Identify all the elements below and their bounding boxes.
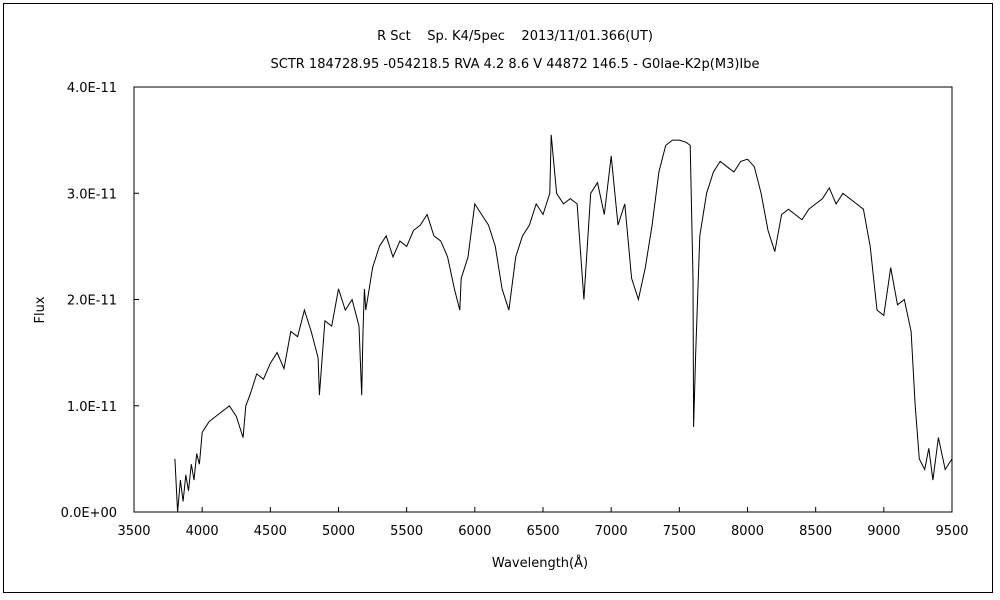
y-tick-label: 0.0E+00 [61,506,117,521]
x-tick-label: 9500 [935,524,968,539]
x-tick-label: 4000 [186,524,219,539]
x-tick-label: 5500 [390,524,423,539]
x-tick-label: 5000 [322,524,355,539]
y-axis-label: Flux [33,296,48,323]
plot-area [133,86,953,513]
y-tick-label: 1.0E-11 [67,400,117,415]
y-tick-labels: 0.0E+00 1.0E-11 2.0E-11 3.0E-11 4.0E-11 [61,81,117,521]
x-tick-label: 8500 [799,524,832,539]
y-tick-label: 4.0E-11 [67,81,117,96]
y-axis [134,86,139,513]
y-tick-label: 3.0E-11 [67,187,117,202]
x-tick-label: 6500 [526,524,559,539]
x-tick-label: 7500 [663,524,696,539]
x-tick-label: 9000 [867,524,900,539]
x-tick-label: 4500 [254,524,287,539]
chart-subtitle: SCTR 184728.95 -054218.5 RVA 4.2 8.6 V 4… [270,57,759,72]
chart-title: R Sct Sp. K4/5pec 2013/11/01.366(UT) [377,29,653,44]
x-tick-label: 6000 [458,524,491,539]
chart-frame [3,3,993,593]
x-tick-label: 7000 [595,524,628,539]
y-tick-label: 2.0E-11 [67,294,117,309]
x-axis-label: Wavelength(Å) [492,555,588,571]
spectrum-line [174,134,953,513]
x-tick-labels: 3500 4000 4500 5000 5500 6000 6500 7000 7500 8000… [117,524,968,539]
x-axis [133,507,953,512]
x-tick-label: 3500 [117,524,150,539]
x-tick-label: 8000 [731,524,764,539]
